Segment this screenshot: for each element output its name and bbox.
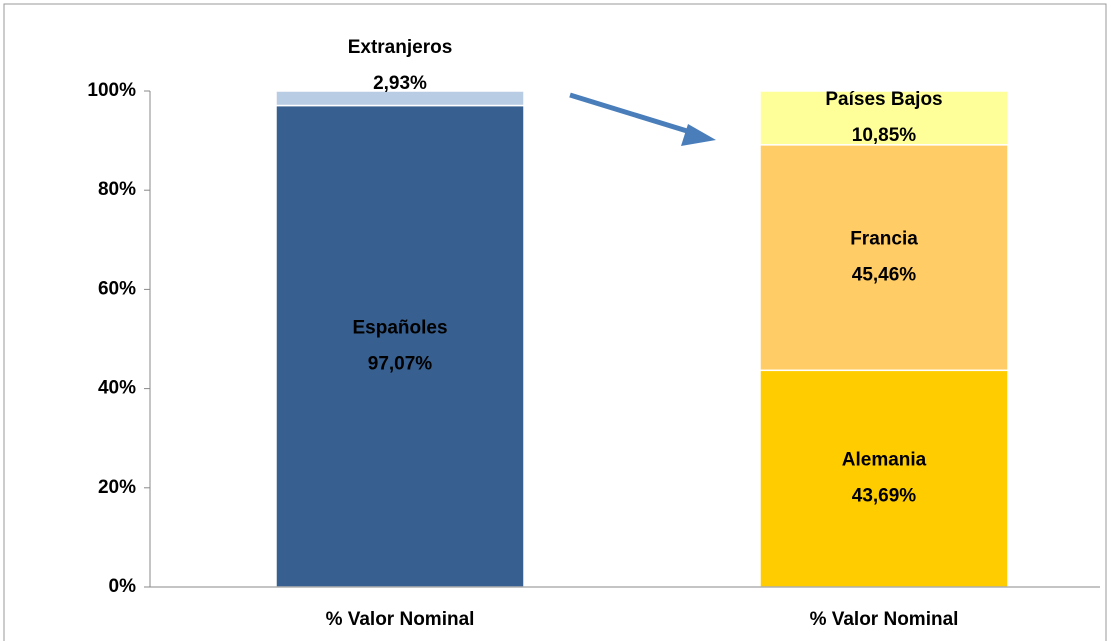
arrow-head	[681, 124, 716, 146]
segment-name: Españoles	[352, 317, 447, 338]
x-tick-label: % Valor Nominal	[810, 609, 959, 630]
arrow-shaft	[569, 92, 701, 138]
y-tick-label: 20%	[98, 477, 136, 498]
data-label: 2,93%	[373, 73, 427, 94]
segment-name: Alemania	[842, 450, 927, 471]
bar-segment	[759, 144, 1009, 372]
bar-segment	[275, 104, 525, 588]
bar-segment	[759, 369, 1009, 588]
bar-segment	[759, 90, 1009, 146]
segment-name: Francia	[850, 229, 918, 250]
x-tick-label: % Valor Nominal	[326, 609, 475, 630]
y-tick-label: 100%	[87, 80, 136, 101]
data-label: 45,46%	[852, 265, 917, 286]
y-tick-label: 60%	[98, 278, 136, 299]
segment-name: Extranjeros	[348, 37, 453, 58]
segment-name: Países Bajos	[825, 89, 942, 110]
data-label: 43,69%	[852, 486, 917, 507]
arrow	[569, 92, 716, 146]
y-tick-label: 0%	[109, 576, 137, 597]
y-tick-label: 40%	[98, 378, 136, 399]
data-label: 97,07%	[368, 353, 433, 374]
data-label: 10,85%	[852, 125, 917, 146]
bar-segment	[275, 90, 525, 107]
y-tick-label: 80%	[98, 179, 136, 200]
